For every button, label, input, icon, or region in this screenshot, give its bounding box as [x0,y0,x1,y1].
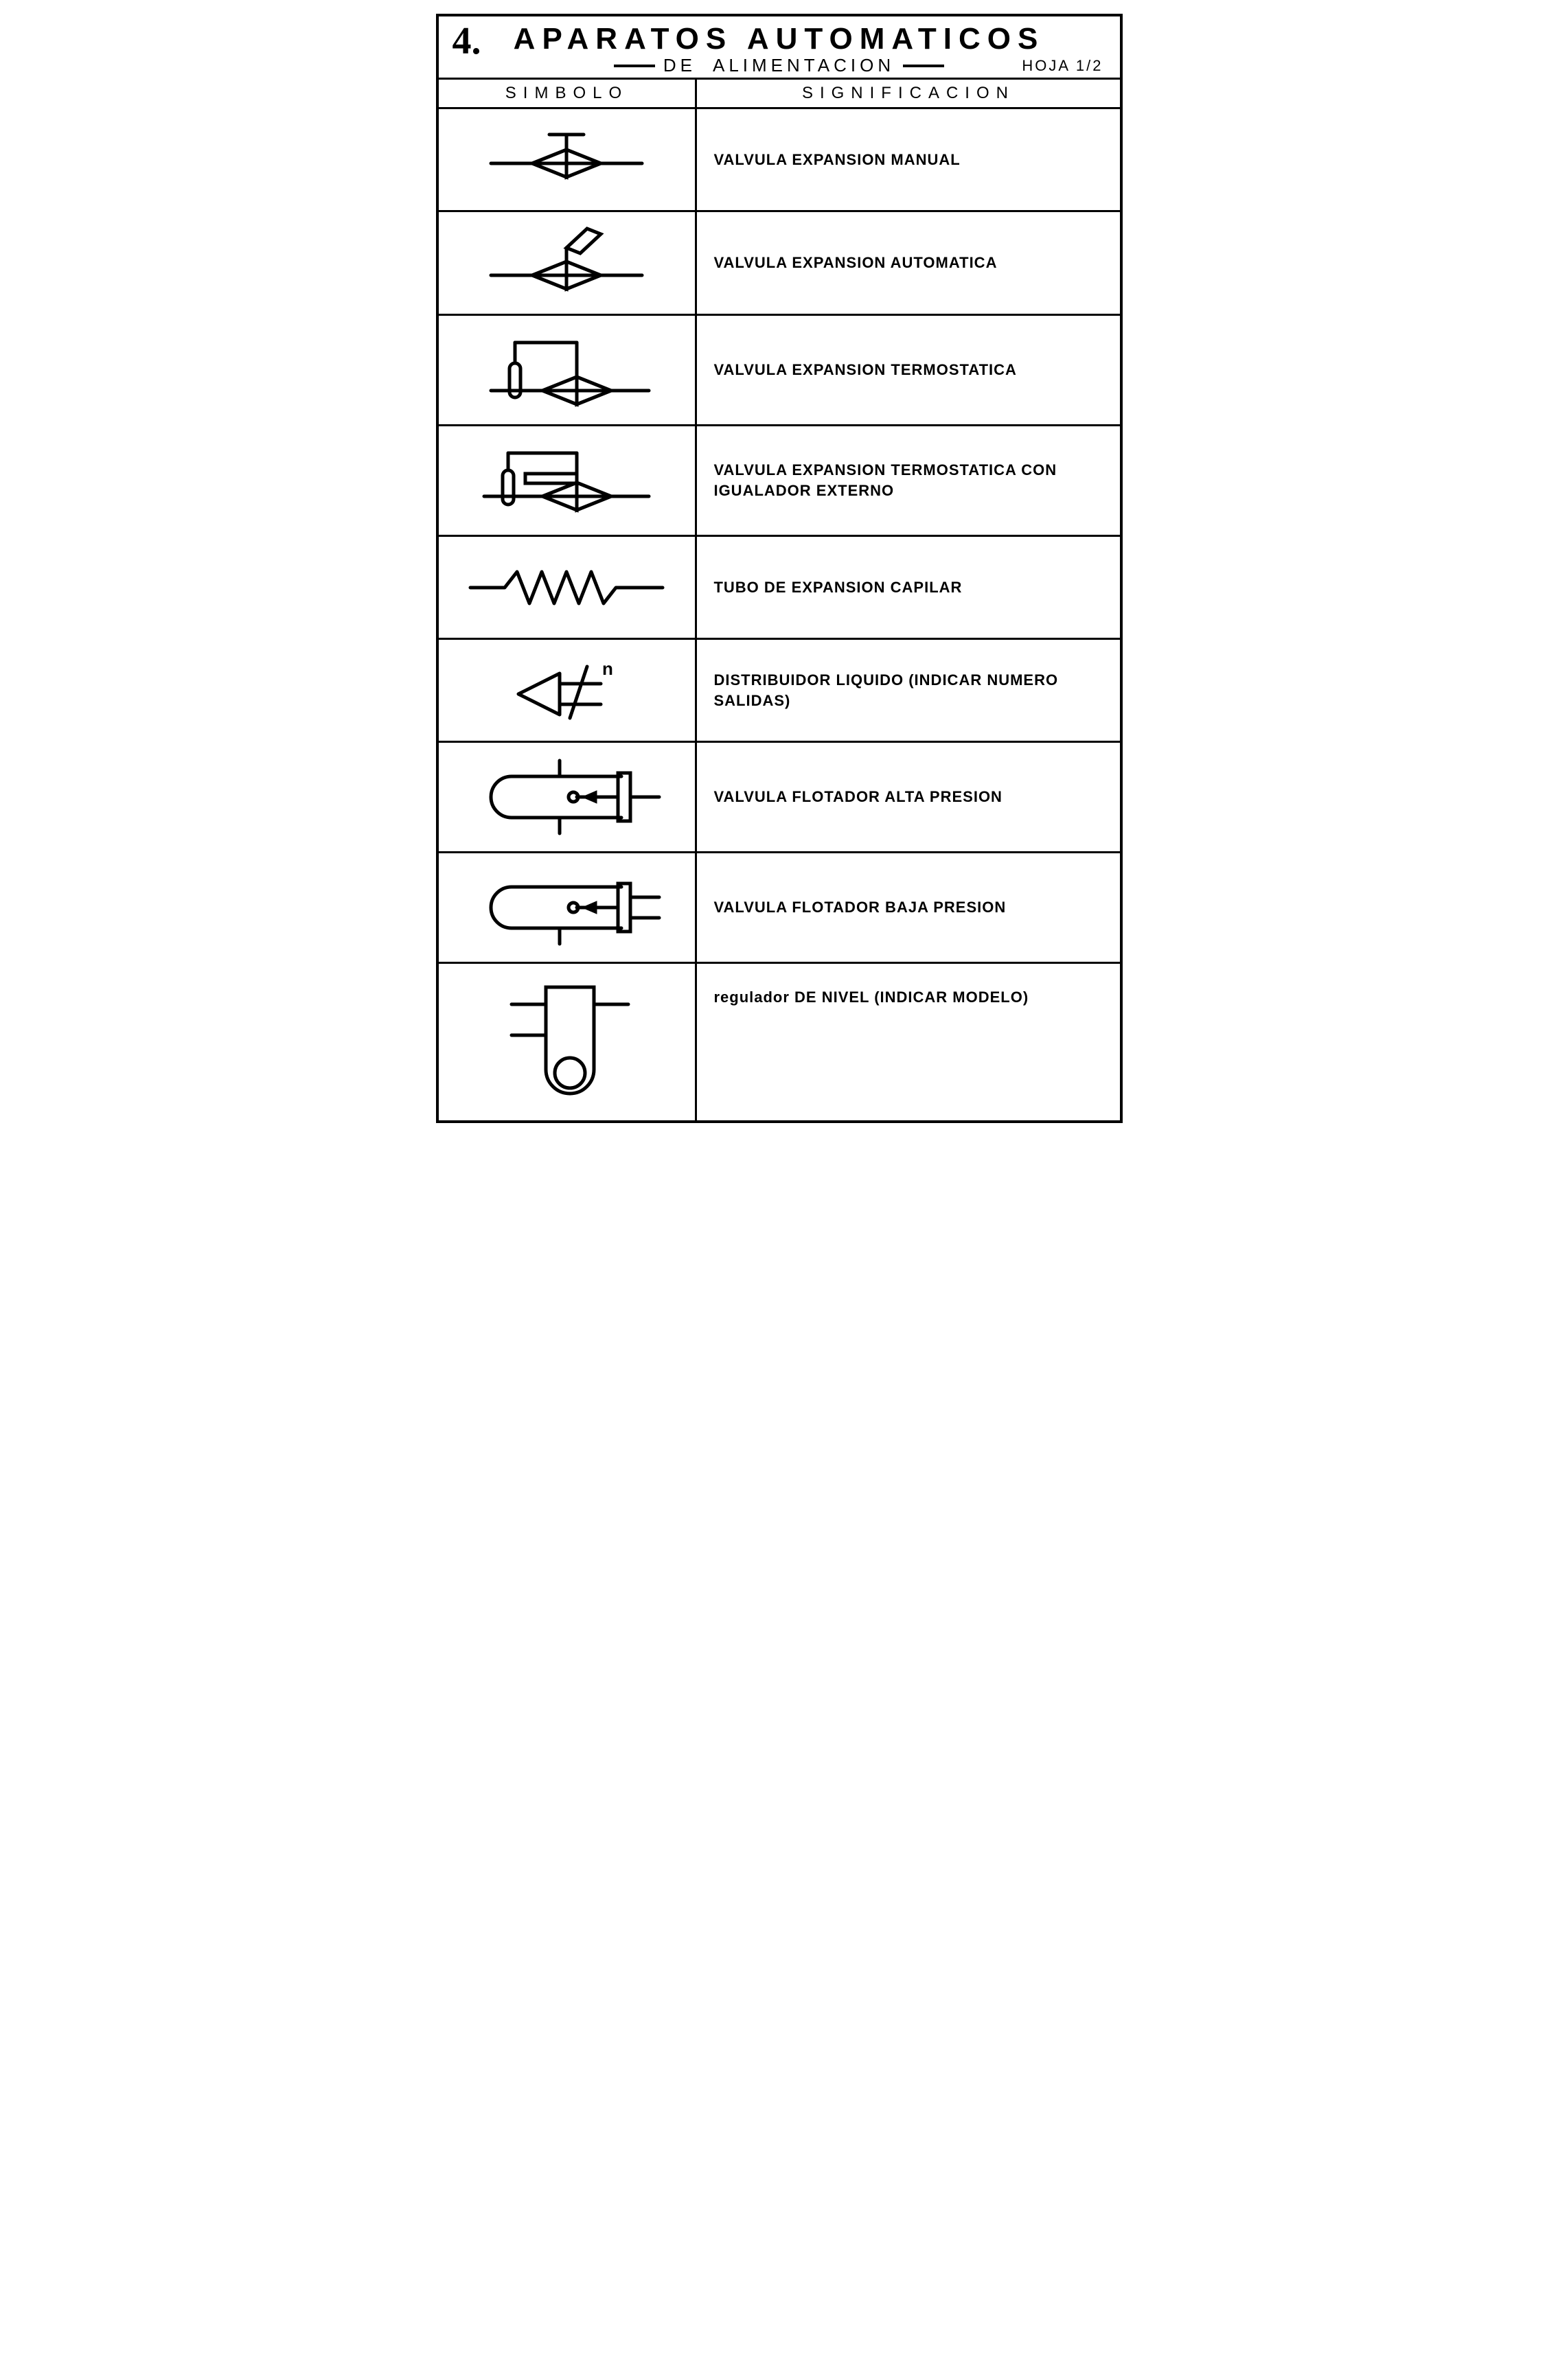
meaning-cell: VALVULA EXPANSION TERMOSTATICA [697,316,1119,424]
table-row: VALVULA FLOTADOR BAJA PRESION [439,853,1120,964]
symbol-cell [439,853,698,962]
symbol-cell [439,743,698,851]
valve-thermo-equalizer-icon [470,436,663,525]
meaning-text: regulador DE NIVEL (INDICAR MODELO) [713,987,1029,1008]
table-row: VALVULA EXPANSION TERMOSTATICA [439,316,1120,426]
meaning-text: VALVULA EXPANSION TERMOSTATICA CON IGUAL… [713,460,1103,500]
symbol-cell [439,426,698,535]
meaning-cell: TUBO DE EXPANSION CAPILAR [697,537,1119,638]
meaning-text: TUBO DE EXPANSION CAPILAR [713,577,962,598]
meaning-rest: DE NIVEL (INDICAR MODELO) [790,989,1029,1006]
meaning-text: VALVULA EXPANSION MANUAL [713,150,960,170]
svg-text:n: n [602,658,613,679]
symbol-cell [439,316,698,424]
symbol-cell [439,964,698,1120]
meaning-text: VALVULA FLOTADOR ALTA PRESION [713,787,1003,807]
table-row: VALVULA EXPANSION MANUAL [439,109,1120,212]
meaning-text: VALVULA EXPANSION TERMOSTATICA [713,360,1016,380]
sheet-label: HOJA 1/2 [1022,57,1103,75]
meaning-cell: VALVULA EXPANSION AUTOMATICA [697,212,1119,314]
table-row: n DISTRIBUIDOR LIQUIDO (INDICAR NUMERO S… [439,640,1120,743]
meaning-cell: VALVULA FLOTADOR ALTA PRESION [697,743,1119,851]
symbol-cell [439,537,698,638]
symbol-cell: n [439,640,698,741]
table-row: VALVULA EXPANSION AUTOMATICA [439,212,1120,316]
meaning-text: VALVULA FLOTADOR BAJA PRESION [713,897,1006,918]
subtitle-de: DE [663,55,696,76]
table-row: TUBO DE EXPANSION CAPILAR [439,537,1120,640]
main-title: APARATOS AUTOMATICOS [448,22,1110,56]
meaning-prefix: regulador [713,989,789,1006]
valve-manual-icon [484,122,649,198]
meaning-cell: VALVULA FLOTADOR BAJA PRESION [697,853,1119,962]
float-valve-low-icon [463,863,669,952]
table-row: VALVULA EXPANSION TERMOSTATICA CON IGUAL… [439,426,1120,537]
float-valve-high-icon [463,752,669,842]
subtitle: ALIMENTACION [713,55,895,76]
level-regulator-icon [491,973,642,1111]
table-row: regulador DE NIVEL (INDICAR MODELO) [439,964,1120,1120]
meaning-cell: VALVULA EXPANSION MANUAL [697,109,1119,210]
symbol-cell [439,212,698,314]
valve-thermo-icon [477,325,656,415]
valve-auto-icon [484,222,649,304]
meaning-cell: VALVULA EXPANSION TERMOSTATICA CON IGUAL… [697,426,1119,535]
meaning-text: VALVULA EXPANSION AUTOMATICA [713,253,997,273]
title-block: 4. APARATOS AUTOMATICOS DE ALIMENTACION … [439,16,1120,80]
col-header-simbolo: SIMBOLO [439,80,698,107]
meaning-cell: DISTRIBUIDOR LIQUIDO (INDICAR NUMERO SAL… [697,640,1119,741]
symbol-cell [439,109,698,210]
meaning-cell: regulador DE NIVEL (INDICAR MODELO) [697,964,1119,1120]
dash-icon [903,65,944,67]
col-header-significacion: SIGNIFICACION [697,80,1119,107]
column-header-row: SIMBOLO SIGNIFICACION [439,80,1120,109]
meaning-text: DISTRIBUIDOR LIQUIDO (INDICAR NUMERO SAL… [713,670,1103,710]
symbol-table-page: 4. APARATOS AUTOMATICOS DE ALIMENTACION … [436,14,1123,1123]
capillary-tube-icon [463,564,669,612]
liquid-distributor-icon: n [491,653,642,728]
table-row: VALVULA FLOTADOR ALTA PRESION [439,743,1120,853]
dash-icon [614,65,655,67]
subtitle-row: DE ALIMENTACION HOJA 1/2 [448,55,1110,76]
